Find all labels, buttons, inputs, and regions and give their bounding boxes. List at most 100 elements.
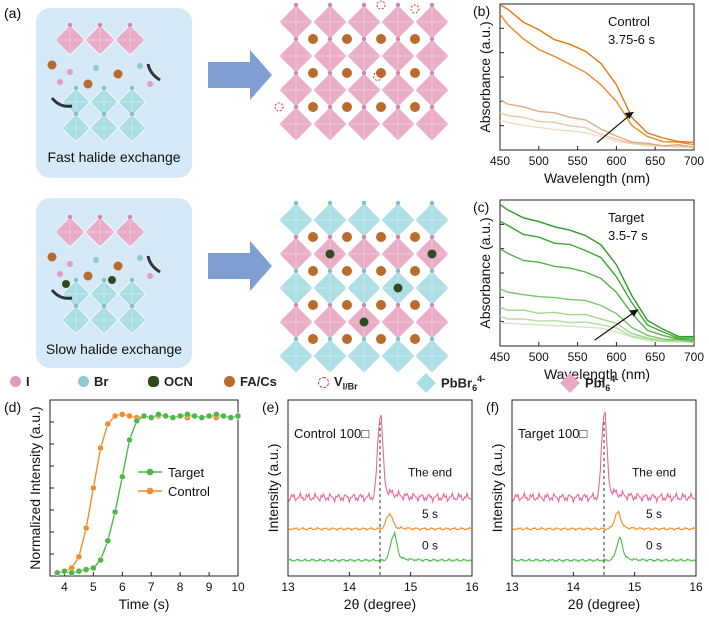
ocn-mark xyxy=(359,317,369,327)
ocn-mark xyxy=(427,249,437,259)
anion-atom xyxy=(67,22,73,28)
trend-arrow xyxy=(596,111,634,144)
x-axis-label: 2θ (degree) xyxy=(344,596,416,612)
anion-atom xyxy=(101,85,107,91)
vacancy-mark xyxy=(274,102,284,112)
x-tick-label: 13 xyxy=(505,580,519,594)
data-point-target xyxy=(220,412,227,420)
cation-atom xyxy=(410,68,420,78)
data-point-target xyxy=(140,412,148,420)
anion-atom xyxy=(327,200,333,206)
cation-atom xyxy=(410,102,420,112)
pattern-the-end xyxy=(287,414,473,505)
anion-atom xyxy=(361,200,367,206)
anion-atom xyxy=(67,214,73,220)
exchange-arrow xyxy=(146,255,161,274)
data-point-target xyxy=(176,412,184,420)
ocn-mark xyxy=(108,276,116,284)
y-axis-label: Absorbance (a.u.) xyxy=(477,217,493,328)
cation-atom xyxy=(308,334,318,344)
legend-item-vacancy: VI/Br xyxy=(318,374,358,392)
legend-item-br: Br xyxy=(78,374,108,389)
ion xyxy=(47,252,57,262)
ion xyxy=(57,271,63,277)
anion-atom xyxy=(395,104,401,110)
legend-item-facs: FA/Cs xyxy=(224,374,277,389)
series-line-target xyxy=(57,413,239,574)
time-range-label: 3.75-6 s xyxy=(608,32,655,47)
cation-atom xyxy=(376,266,386,276)
pattern-the-end xyxy=(511,411,697,505)
spectrum-series-1 xyxy=(499,120,695,149)
cation-atom xyxy=(376,232,386,242)
anion-atom xyxy=(327,2,333,8)
ion xyxy=(113,261,123,271)
anion-atom xyxy=(361,268,367,274)
peak-annotation: Target 100□ xyxy=(518,426,587,441)
chart-e-control-xrd: (e) 13 14 15 16 2θ (degree) Intensity (a.u.) 0 … xyxy=(262,399,479,612)
fast-exchange-crystal xyxy=(47,22,161,143)
anion-atom xyxy=(429,268,435,274)
cation-atom xyxy=(376,68,386,78)
legend-label-pbi6: PbI64- xyxy=(585,374,619,393)
panel-label: (b) xyxy=(473,3,490,19)
ion xyxy=(113,69,123,79)
x-tick-label: 500 xyxy=(529,154,549,168)
time-range-label: 3.5-7 s xyxy=(608,228,648,243)
ion xyxy=(67,261,73,267)
anion-atom xyxy=(429,70,435,76)
anion-atom xyxy=(395,302,401,308)
data-point-target xyxy=(184,411,191,418)
data-point-target xyxy=(82,566,90,573)
anion-atom xyxy=(327,70,333,76)
anion-atom xyxy=(429,104,435,110)
anion-atom xyxy=(429,336,435,342)
x-tick-label: 500 xyxy=(529,350,549,364)
anion-atom xyxy=(395,36,401,42)
data-point-control xyxy=(97,444,104,452)
legend-label-pbbr6: PbBr64- xyxy=(441,374,486,393)
legend-label-control: Control xyxy=(168,484,210,499)
data-point-target xyxy=(169,414,177,421)
x-tick-label: 14 xyxy=(567,580,581,594)
anion-atom xyxy=(361,70,367,76)
anion-atom xyxy=(73,111,79,117)
anion-atom xyxy=(429,36,435,42)
x-tick-label: 15 xyxy=(404,580,418,594)
spectrum-series-6 xyxy=(499,220,695,339)
axes-frame xyxy=(511,399,697,577)
anion-atom xyxy=(129,277,135,283)
y-axis-label: Intensity (a.u.) xyxy=(265,444,281,533)
data-point-control xyxy=(111,412,119,420)
bromide-icon xyxy=(78,376,89,387)
process-arrow-bottom xyxy=(208,241,272,291)
anion-atom xyxy=(395,70,401,76)
x-tick-label: 450 xyxy=(490,350,510,364)
cation-atom xyxy=(308,300,318,310)
anion-atom xyxy=(361,36,367,42)
legend-marker-target xyxy=(146,468,154,476)
data-point-target xyxy=(147,414,155,421)
data-point-target xyxy=(97,556,104,564)
y-axis-label: Absorbance (a.u.) xyxy=(477,21,493,132)
ocn-icon xyxy=(148,376,159,387)
cation-atom xyxy=(342,68,352,78)
process-arrow-top xyxy=(208,50,272,100)
x-tick-label: 10 xyxy=(231,580,245,594)
anion-atom xyxy=(429,200,435,206)
anion-atom xyxy=(73,303,79,309)
iodide-icon xyxy=(10,376,21,387)
cation-atom xyxy=(410,232,420,242)
x-tick-label: 14 xyxy=(343,580,357,594)
chart-b-control-absorbance: (b) 450 500 550 600 650 700 Wavelength (nm) Abso… xyxy=(473,3,704,186)
y-axis-label: Intensity (a.u.) xyxy=(489,444,505,533)
data-point-target xyxy=(198,414,206,421)
anion-atom xyxy=(293,104,299,110)
pattern-0-s xyxy=(511,536,697,563)
data-point-target xyxy=(234,412,242,420)
anion-atom xyxy=(101,111,107,117)
pattern-label: The end xyxy=(632,465,676,479)
species-legend: I Br OCN FA/Cs VI/Br PbBr64- PbI64- xyxy=(0,368,709,396)
x-tick-label: 650 xyxy=(645,350,665,364)
x-tick-label: 9 xyxy=(206,580,213,594)
